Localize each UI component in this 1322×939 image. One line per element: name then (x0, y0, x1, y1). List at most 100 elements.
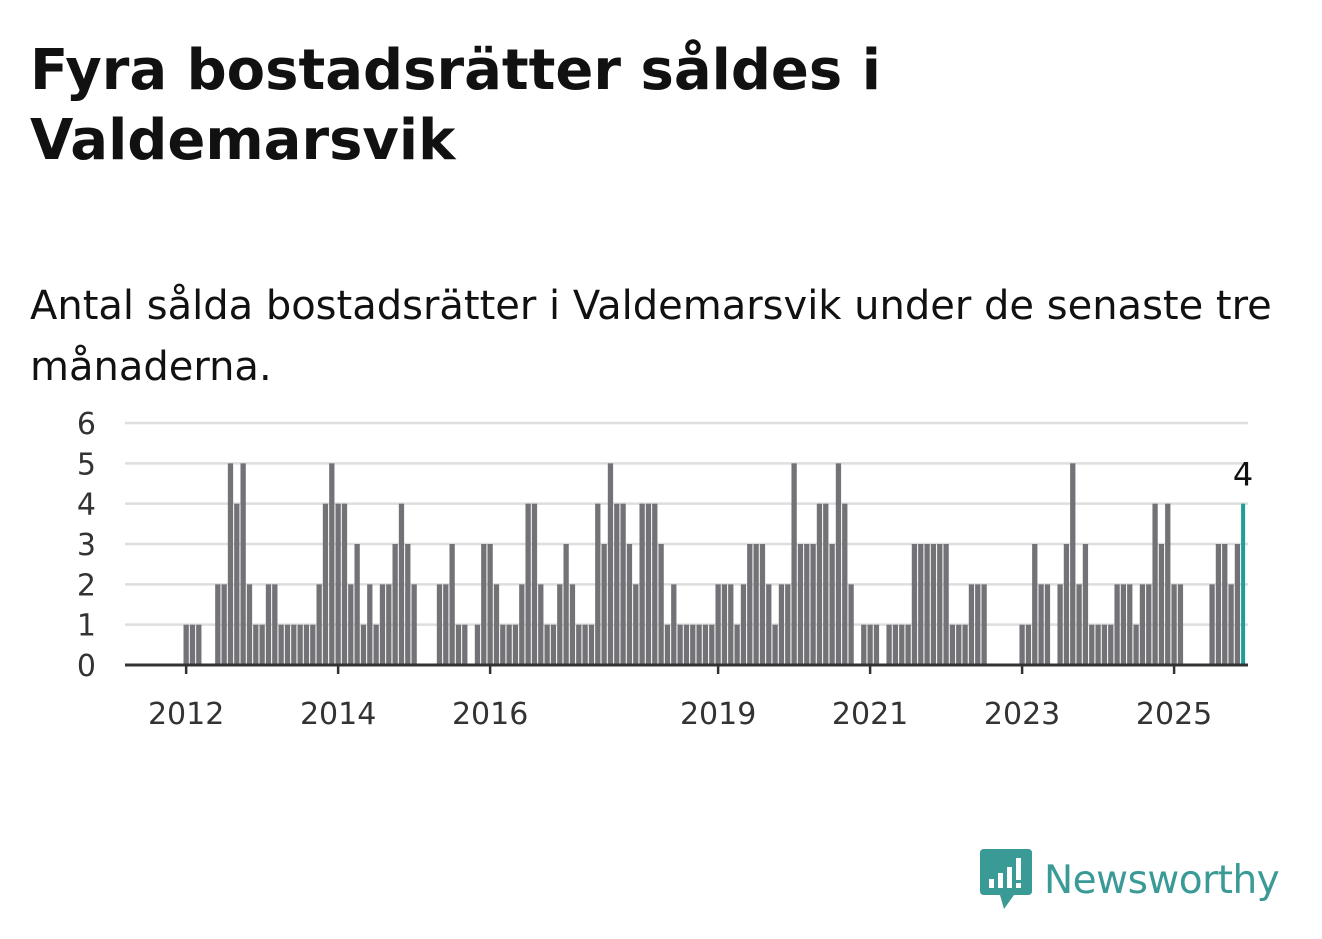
bar (1177, 584, 1184, 665)
bar (443, 584, 449, 665)
bar (1127, 584, 1133, 665)
bar (861, 624, 867, 665)
bar (937, 544, 943, 665)
bar (1063, 544, 1070, 665)
bar (386, 584, 392, 665)
bar (367, 584, 373, 665)
bar (500, 624, 506, 665)
bar (886, 624, 892, 665)
bar (639, 503, 645, 665)
bar (1171, 584, 1177, 665)
bar (506, 624, 512, 665)
bar (785, 584, 791, 665)
bar (873, 624, 880, 665)
bar (519, 584, 525, 665)
bar (715, 584, 721, 665)
bar (664, 624, 671, 665)
bar (759, 544, 766, 665)
bar (481, 544, 487, 665)
bar (702, 624, 709, 665)
bar (1146, 584, 1152, 665)
bar (1234, 544, 1241, 665)
bar (721, 584, 728, 665)
bar (253, 624, 259, 665)
bar (449, 544, 455, 665)
bar (265, 584, 272, 665)
bar (398, 503, 405, 665)
y-tick-label: 2 (77, 568, 96, 603)
y-tick-label: 5 (77, 447, 96, 482)
bar (227, 463, 234, 665)
bar (1222, 544, 1228, 665)
bar (196, 624, 202, 665)
bar (1070, 463, 1076, 665)
bar (322, 503, 329, 665)
bar (1209, 584, 1215, 665)
bar (747, 544, 753, 665)
bar (493, 584, 500, 665)
bar (234, 503, 240, 665)
axes (125, 663, 1248, 674)
x-tick-label: 2016 (452, 697, 528, 732)
bar (1158, 544, 1165, 665)
bar (943, 544, 949, 665)
bar (766, 584, 772, 665)
bar (569, 584, 576, 665)
bar (620, 503, 626, 665)
bar (709, 624, 715, 665)
bar (544, 624, 550, 665)
bar (310, 624, 316, 665)
bar (291, 624, 297, 665)
bar (614, 503, 620, 665)
brand-logo[interactable]: Newsworthy (980, 848, 1280, 912)
bar (930, 544, 937, 665)
bar (1089, 624, 1095, 665)
bar (576, 624, 582, 665)
chart-subtitle: Antal sålda bostadsrätter i Valdemarsvik… (30, 283, 1272, 390)
bar (968, 584, 975, 665)
bar (360, 624, 367, 665)
bar (607, 463, 614, 665)
bar (272, 584, 278, 665)
labels: 0 1 2 3 4 5 6 2012 2014 2016 2019 2021 2023 2025 4 (77, 407, 1253, 732)
bar (259, 624, 265, 665)
bar (810, 544, 816, 665)
bar (633, 584, 639, 665)
newsworthy-logo-icon (980, 849, 1032, 909)
bar (924, 544, 930, 665)
bar (335, 503, 341, 665)
bar (278, 624, 284, 665)
bar (588, 624, 595, 665)
bar (1114, 584, 1120, 665)
bar-latest (1241, 503, 1246, 665)
bar (246, 584, 253, 665)
bar (778, 584, 785, 665)
bar (683, 624, 690, 665)
bar (804, 544, 810, 665)
bar (829, 544, 835, 665)
bar (728, 584, 734, 665)
bar (626, 544, 633, 665)
bar (956, 624, 962, 665)
last-value-label: 4 (1233, 456, 1253, 494)
bar (671, 584, 677, 665)
bar (189, 624, 196, 665)
bar (1165, 503, 1171, 665)
bar (740, 584, 747, 665)
bar (848, 584, 854, 665)
bar (1139, 584, 1146, 665)
bar (1019, 624, 1025, 665)
bar (905, 624, 911, 665)
bar (867, 624, 873, 665)
bar (348, 584, 354, 665)
bar (563, 544, 569, 665)
y-tick-label: 6 (77, 407, 96, 442)
bar (1082, 544, 1089, 665)
bar (1228, 584, 1234, 665)
bar (392, 544, 398, 665)
x-tick-label: 2014 (300, 697, 376, 732)
bar (791, 463, 797, 665)
bar (1044, 584, 1051, 665)
bar-chart: 0 1 2 3 4 5 6 2012 2014 2016 2019 2021 2023 2025 4 (77, 407, 1253, 732)
bar (474, 624, 481, 665)
